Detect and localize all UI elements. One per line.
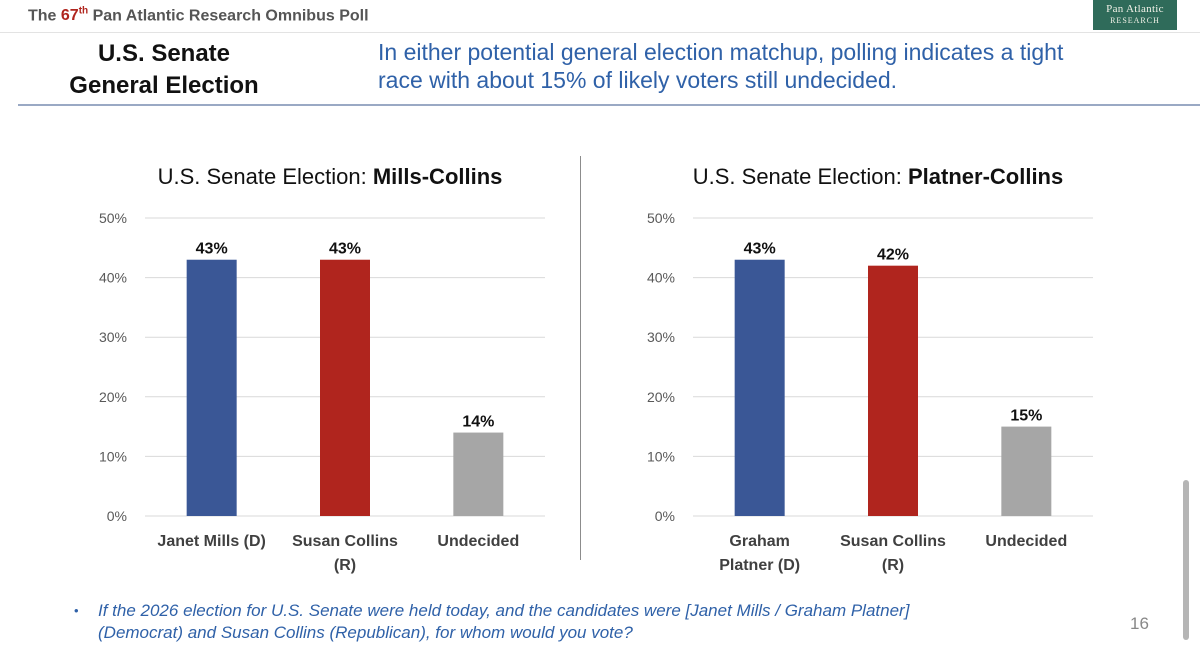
footnote-line1: If the 2026 election for U.S. Senate wer…: [98, 601, 910, 620]
scrollbar-thumb[interactable]: [1183, 480, 1189, 640]
footnote-line2: (Democrat) and Susan Collins (Republican…: [98, 623, 633, 642]
bottom-strip: [0, 652, 1200, 670]
y-tick-label: 40%: [99, 270, 127, 286]
poll-header: The 67th Pan Atlantic Research Omnibus P…: [28, 6, 369, 25]
data-label: 43%: [196, 241, 228, 258]
bar: [1001, 426, 1052, 516]
headline-line2: race with about 15% of likely voters sti…: [378, 67, 898, 93]
y-tick-label: 30%: [99, 329, 127, 345]
header-prefix: The: [28, 7, 57, 25]
ordinal-suffix: th: [78, 6, 89, 17]
top-bar: The 67th Pan Atlantic Research Omnibus P…: [0, 0, 1200, 33]
y-tick-label: 0%: [107, 508, 127, 524]
y-tick-label: 50%: [99, 210, 127, 226]
poll-name: Pan Atlantic Research Omnibus Poll: [92, 7, 369, 25]
x-category-label: (R): [334, 557, 356, 574]
footnote-text: If the 2026 election for U.S. Senate wer…: [98, 600, 1058, 644]
page-number: 16: [1130, 614, 1149, 633]
bar: [868, 265, 918, 516]
x-category-label: Undecided: [985, 533, 1067, 550]
data-label: 43%: [744, 241, 776, 258]
chart-title: U.S. Senate Election: Mills-Collins: [158, 164, 503, 189]
x-category-label: Graham: [729, 533, 789, 550]
y-tick-label: 20%: [99, 389, 127, 405]
data-label: 43%: [329, 241, 361, 258]
x-category-label: Susan Collins: [840, 533, 946, 550]
chart-mills-collins: U.S. Senate Election: Mills-Collins 0% 10%…: [90, 150, 560, 590]
chart-platner-collins-svg: U.S. Senate Election: Platner-Collins 0% 1…: [647, 164, 1093, 574]
x-category-label: Undecided: [437, 533, 519, 550]
chart-title-bold: Platner-Collins: [908, 164, 1063, 189]
x-category-label: Platner (D): [719, 557, 800, 574]
x-category-label: (R): [882, 557, 904, 574]
chart-mills-collins-svg: U.S. Senate Election: Mills-Collins 0% 10%…: [99, 164, 545, 574]
data-label: 42%: [877, 247, 909, 264]
data-label: 14%: [462, 414, 494, 431]
chart-title-bold: Mills-Collins: [373, 164, 503, 189]
pan-atlantic-logo: Pan Atlantic RESEARCH: [1093, 0, 1177, 30]
y-tick-label: 20%: [647, 389, 675, 405]
logo-line1: Pan Atlantic: [1106, 3, 1164, 15]
y-tick-label: 50%: [647, 210, 675, 226]
slide-title: U.S. Senate General Election: [58, 38, 270, 102]
headline-line1: In either potential general election mat…: [378, 39, 1064, 65]
y-tick-label: 10%: [647, 448, 675, 464]
bar: [734, 259, 785, 516]
y-tick-label: 0%: [655, 508, 675, 524]
slide-title-line1: U.S. Senate: [97, 40, 231, 67]
y-tick-label: 10%: [99, 448, 127, 464]
header-divider: [18, 104, 1200, 106]
slide-title-line2: General Election: [69, 72, 259, 99]
bar: [320, 259, 370, 516]
footnote-bullet: •: [74, 603, 79, 618]
x-category-label: Janet Mills (D): [157, 533, 265, 550]
chart-title: U.S. Senate Election: Platner-Collins: [693, 164, 1063, 189]
y-tick-label: 30%: [647, 329, 675, 345]
data-label: 15%: [1010, 408, 1042, 425]
chart-title-prefix: U.S. Senate Election:: [158, 164, 373, 189]
ordinal-number: 67th: [60, 6, 89, 25]
chart-platner-collins: U.S. Senate Election: Platner-Collins 0% 1…: [638, 150, 1108, 590]
chart-separator: [580, 156, 581, 560]
y-tick-label: 40%: [647, 270, 675, 286]
bar: [186, 259, 237, 516]
headline: In either potential general election mat…: [378, 38, 1098, 94]
x-category-label: Susan Collins: [292, 533, 398, 550]
chart-title-prefix: U.S. Senate Election:: [693, 164, 908, 189]
bar: [453, 432, 504, 516]
logo-line2: RESEARCH: [1110, 16, 1160, 25]
